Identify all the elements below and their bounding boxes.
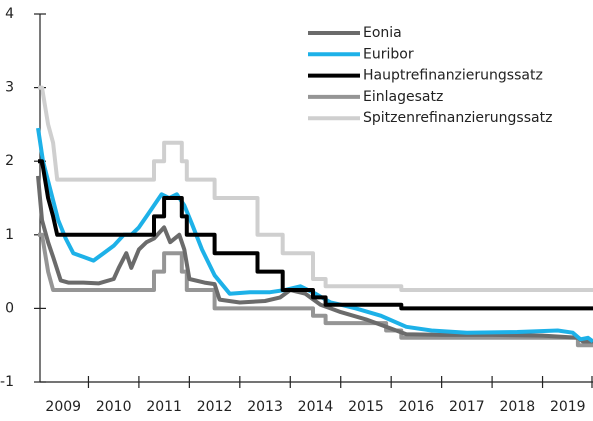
x-tick-label: 2013 (247, 399, 283, 415)
legend-label: Hauptrefinanzierungssatz (363, 68, 543, 84)
series-line (38, 159, 593, 311)
x-tick-label: 2012 (197, 399, 233, 415)
legend-label: Spitzenrefinanzierungssatz (363, 110, 552, 126)
y-tick-label: 1 (5, 227, 14, 243)
y-tick-label: 3 (5, 80, 14, 96)
x-tick-label: 2010 (96, 399, 132, 415)
legend-label: Eonia (363, 25, 402, 41)
legend-label: Euribor (363, 46, 414, 62)
y-tick-label: 4 (5, 6, 14, 22)
y-tick-label: -1 (0, 374, 14, 390)
x-tick-label: 2016 (399, 399, 435, 415)
x-tick-label: 2017 (449, 399, 485, 415)
x-tick-label: 2018 (499, 399, 535, 415)
series-line (36, 127, 593, 344)
x-tick-label: 2015 (348, 399, 384, 415)
y-tick-label: 2 (5, 153, 14, 169)
legend-label: Einlagesatz (363, 89, 443, 105)
x-tick-label: 2009 (45, 399, 81, 415)
y-tick-label: 0 (5, 300, 14, 316)
series-line (36, 175, 593, 344)
x-tick-label: 2014 (298, 399, 334, 415)
series-line (38, 85, 593, 292)
x-tick-label: 2011 (146, 399, 182, 415)
x-tick-label: 2019 (550, 399, 586, 415)
